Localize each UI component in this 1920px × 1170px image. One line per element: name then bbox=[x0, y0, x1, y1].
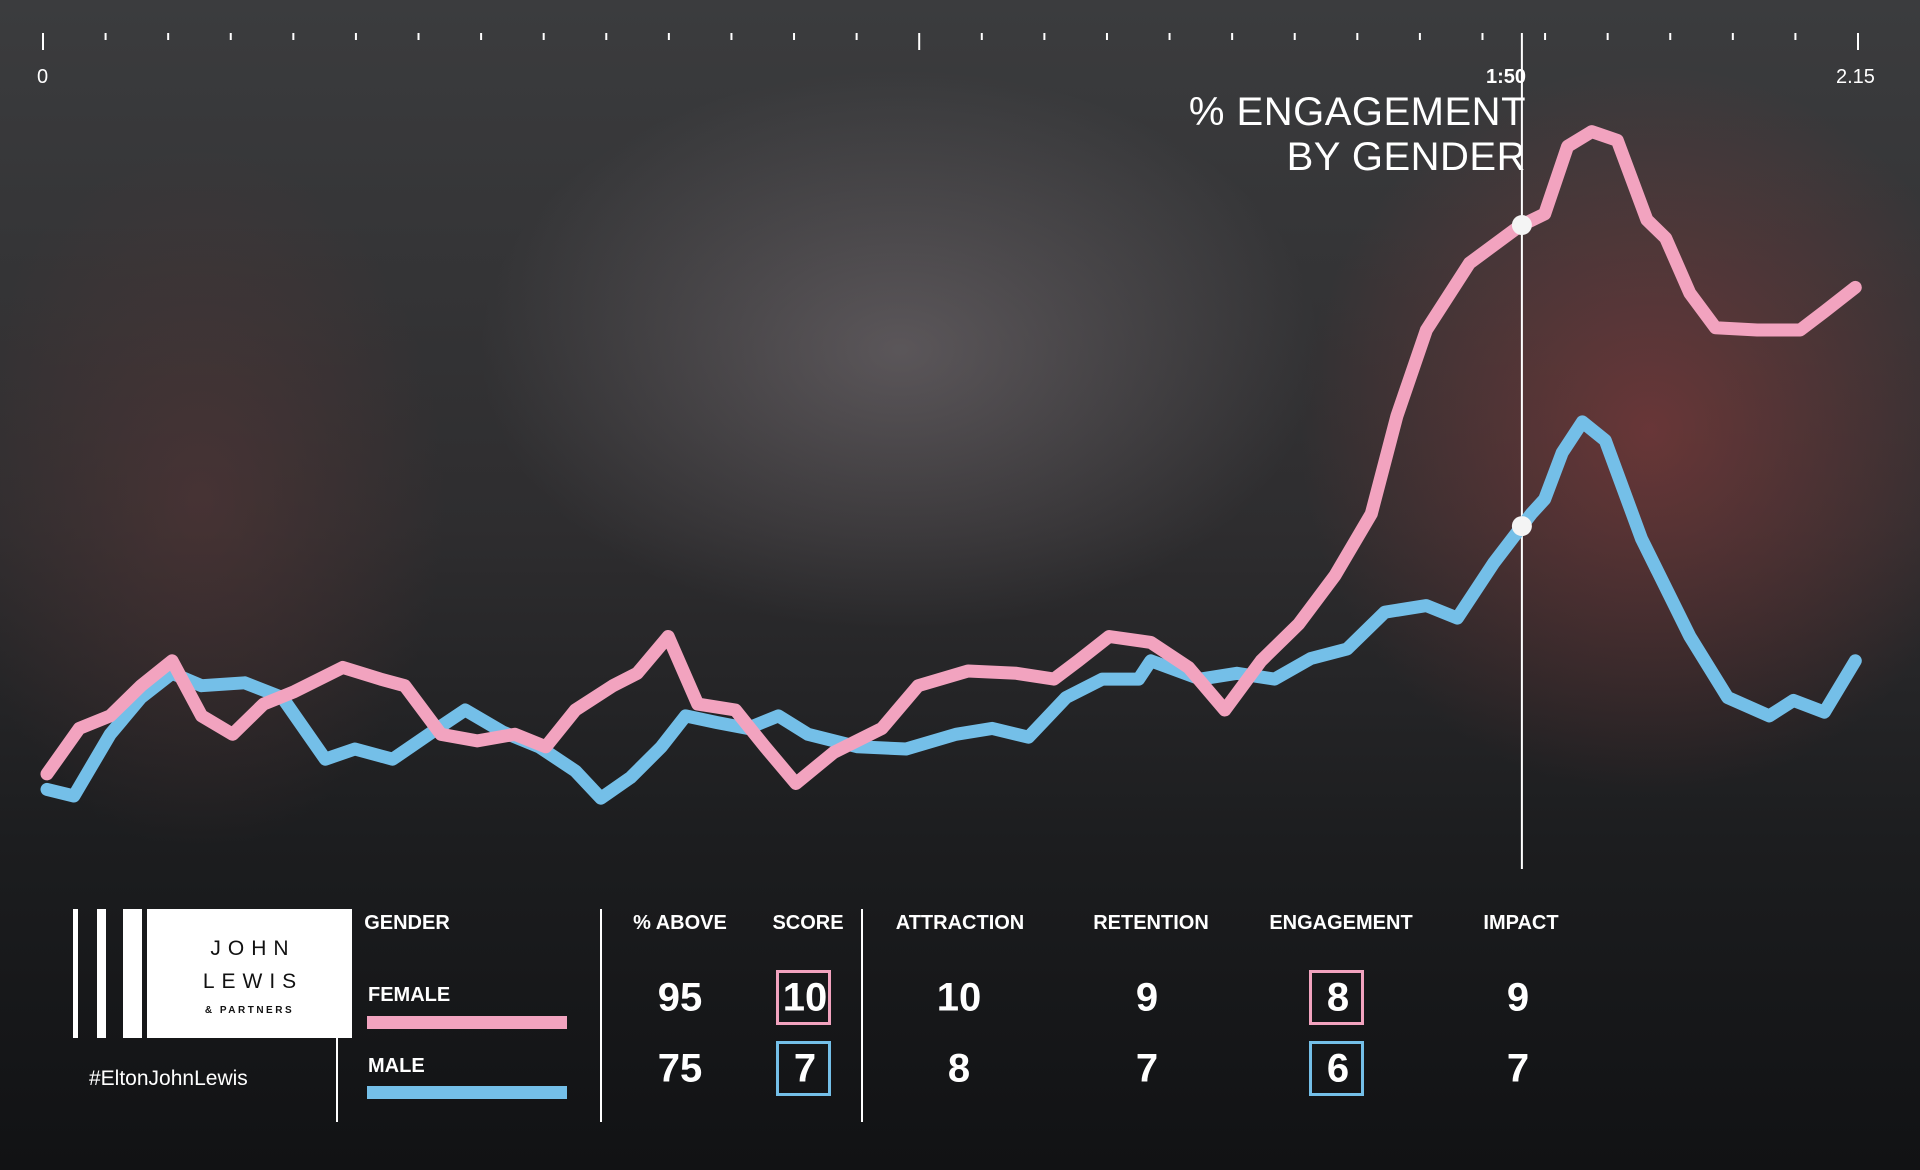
cell-female-score: 10 bbox=[782, 975, 828, 1020]
divider bbox=[336, 909, 338, 1122]
male-legend-bar bbox=[367, 1086, 567, 1099]
logo-text-lewis: LEWIS bbox=[202, 970, 304, 993]
column-header: ATTRACTION bbox=[895, 912, 1025, 934]
cell-male-impact: 7 bbox=[1506, 1046, 1530, 1091]
highlight-box bbox=[776, 970, 831, 1025]
cursor-point-female bbox=[1511, 215, 1532, 236]
highlight-box bbox=[776, 1041, 831, 1096]
cell-female-retention: 9 bbox=[1135, 975, 1159, 1020]
column-header: % ABOVE bbox=[633, 912, 727, 934]
logo-text-partners: & PARTNERS bbox=[204, 1005, 295, 1016]
chart-title-line-1: % ENGAGEMENT bbox=[1188, 90, 1526, 134]
cell-female-engagement: 8 bbox=[1326, 975, 1350, 1020]
highlight-box bbox=[1309, 1041, 1364, 1096]
x-tick-label-start: 0 bbox=[37, 66, 49, 88]
series-line-female bbox=[40, 125, 1862, 790]
divider bbox=[600, 909, 602, 1122]
logo-text-john: JOHN bbox=[210, 937, 296, 960]
male-label: MALE bbox=[368, 1055, 425, 1077]
cursor-point-male bbox=[1511, 516, 1532, 537]
x-tick-label-end: 2.15 bbox=[1836, 66, 1875, 88]
column-header: ENGAGEMENT bbox=[1269, 912, 1413, 934]
column-header: RETENTION bbox=[1093, 912, 1209, 934]
chart-title: % ENGAGEMENT BY GENDER bbox=[1189, 90, 1526, 180]
gender-header: GENDER bbox=[364, 912, 450, 934]
female-legend-bar bbox=[367, 1016, 567, 1029]
column-header: SCORE bbox=[772, 912, 844, 934]
column-header: IMPACT bbox=[1483, 912, 1559, 934]
series-line-male bbox=[40, 415, 1862, 805]
highlight-box bbox=[1309, 970, 1364, 1025]
cell-male-engagement: 6 bbox=[1326, 1046, 1350, 1091]
cell-female-impact: 9 bbox=[1506, 975, 1530, 1020]
cell-male-above: 75 bbox=[657, 1046, 703, 1091]
cell-female-above: 95 bbox=[657, 975, 703, 1020]
hashtag: #EltonJohnLewis bbox=[89, 1067, 248, 1090]
divider bbox=[861, 909, 863, 1122]
cell-male-score: 7 bbox=[793, 1046, 817, 1091]
chart-title-line-2: BY GENDER bbox=[1286, 135, 1526, 179]
cell-male-attraction: 8 bbox=[947, 1046, 971, 1091]
cell-male-retention: 7 bbox=[1135, 1046, 1159, 1091]
cursor-time-label: 1:50 bbox=[1485, 66, 1526, 88]
cell-female-attraction: 10 bbox=[936, 975, 982, 1020]
female-label: FEMALE bbox=[368, 984, 451, 1006]
